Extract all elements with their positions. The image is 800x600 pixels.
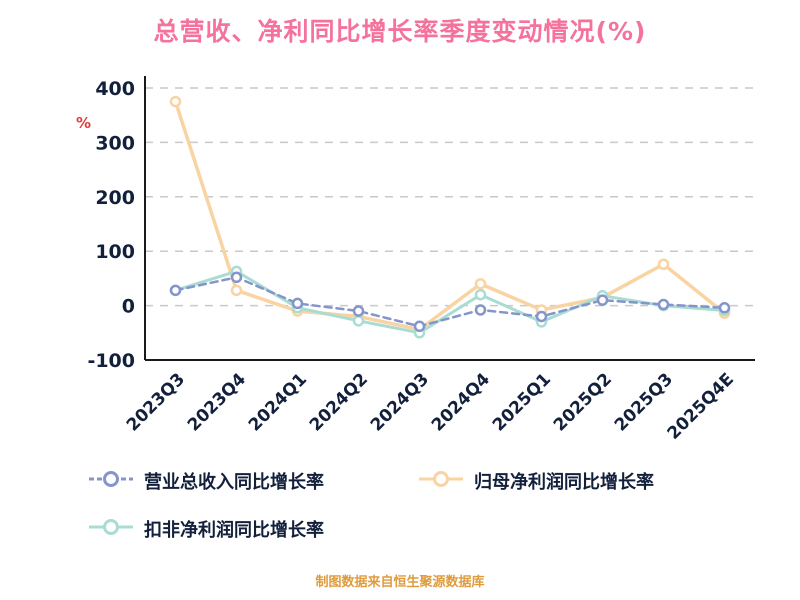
legend-label-revenue-growth: 营业总收入同比增长率	[144, 472, 324, 493]
svg-text:400: 400	[95, 78, 135, 100]
svg-text:0: 0	[122, 296, 135, 318]
legend-marker-deducted-profit-icon	[88, 517, 134, 541]
svg-text:2024Q2: 2024Q2	[306, 369, 372, 435]
legend-label-deducted-profit-growth: 扣非净利润同比增长率	[144, 520, 324, 541]
svg-text:2025Q4E: 2025Q4E	[664, 369, 738, 443]
chart-legend: 营业总收入同比增长率 归母净利润同比增长率 扣非净利润同比增长率	[88, 468, 748, 542]
svg-text:300: 300	[95, 132, 135, 154]
legend-label-net-profit-growth: 归母净利润同比增长率	[474, 472, 654, 493]
svg-text:2024Q3: 2024Q3	[367, 369, 433, 435]
svg-text:2024Q4: 2024Q4	[428, 369, 494, 435]
legend-marker-net-profit-icon	[418, 469, 464, 493]
data-source-caption: 制图数据来自恒生聚源数据库	[315, 575, 485, 590]
legend-item-deducted-profit-growth[interactable]: 扣非净利润同比增长率	[88, 516, 418, 542]
svg-text:2024Q1: 2024Q1	[245, 369, 311, 435]
svg-text:-100: -100	[87, 350, 135, 372]
chart-title: 总营收、净利同比增长率季度变动情况(%)	[153, 17, 647, 46]
svg-text:2025Q1: 2025Q1	[489, 369, 555, 435]
svg-text:2023Q3: 2023Q3	[123, 369, 189, 435]
legend-item-net-profit-growth[interactable]: 归母净利润同比增长率	[418, 468, 748, 494]
y-axis-unit-label: %	[76, 114, 92, 132]
svg-text:200: 200	[95, 187, 135, 209]
svg-text:100: 100	[95, 241, 135, 263]
svg-text:2023Q4: 2023Q4	[184, 369, 250, 435]
legend-item-revenue-growth[interactable]: 营业总收入同比增长率	[88, 468, 418, 494]
legend-marker-revenue-icon	[88, 469, 134, 493]
svg-text:2025Q2: 2025Q2	[550, 369, 616, 435]
